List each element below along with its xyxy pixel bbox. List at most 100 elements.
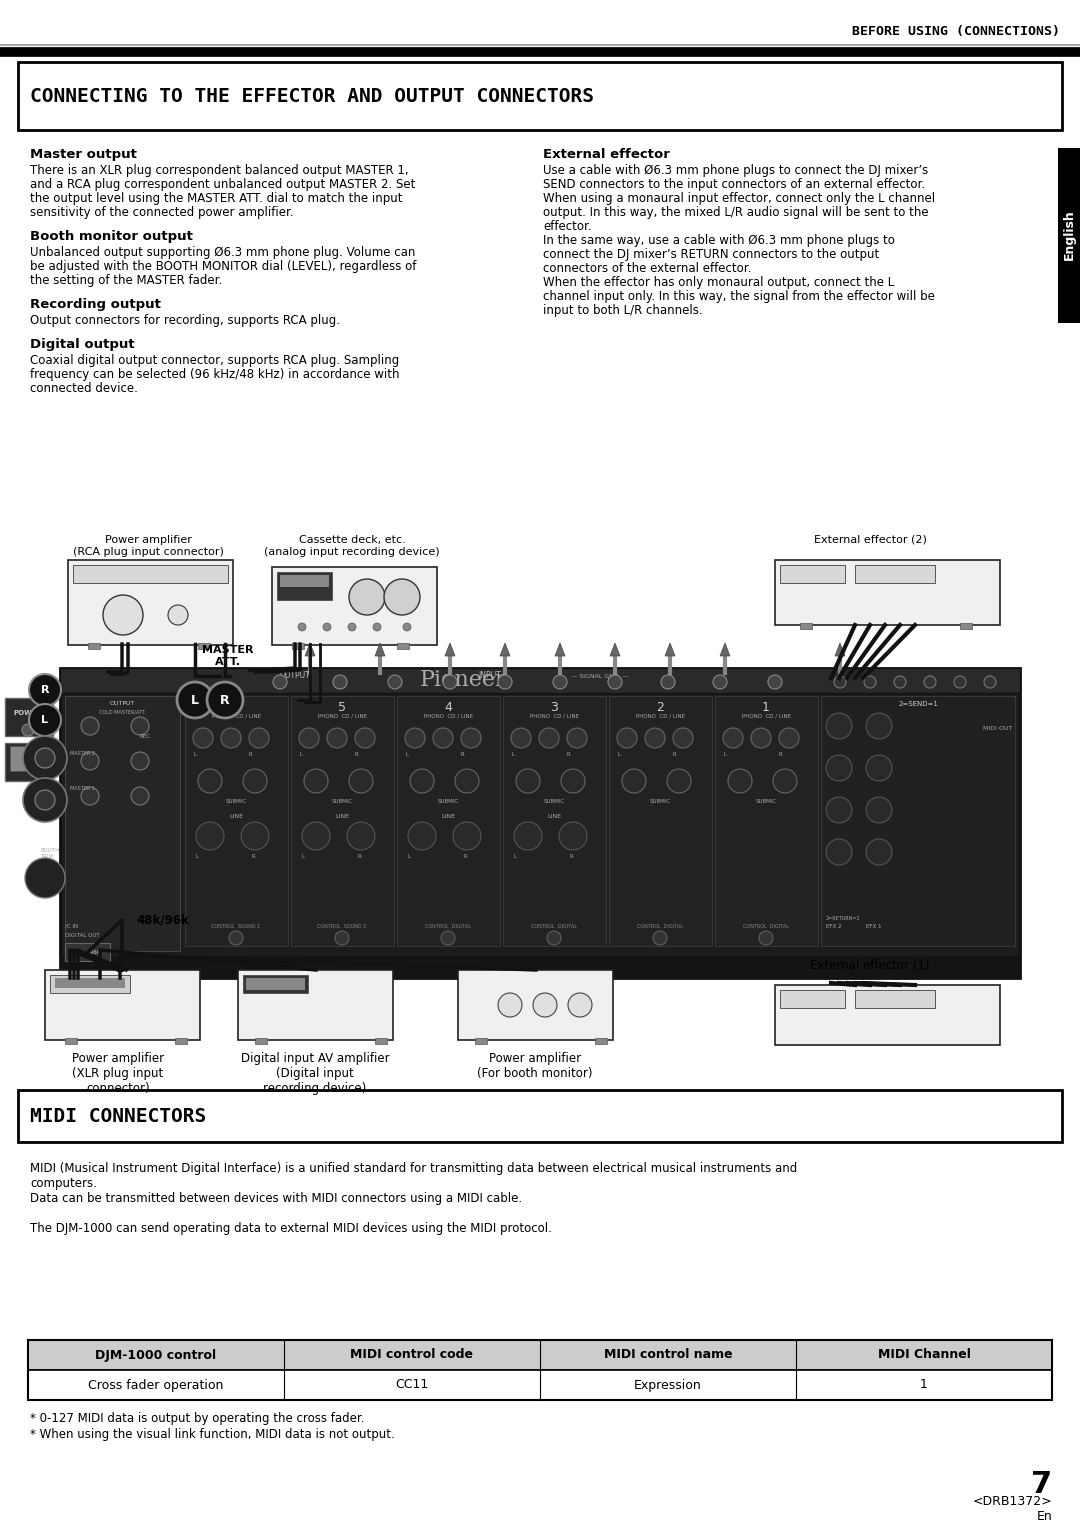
Text: 7: 7 <box>1031 1470 1052 1499</box>
Circle shape <box>453 822 481 850</box>
Circle shape <box>661 675 675 689</box>
Circle shape <box>826 839 852 865</box>
Text: R: R <box>463 854 467 859</box>
Text: Booth monitor output: Booth monitor output <box>30 231 193 243</box>
Bar <box>238 970 393 1041</box>
Text: External effector (2): External effector (2) <box>813 535 927 545</box>
Circle shape <box>81 752 99 770</box>
Text: In the same way, use a cable with Ø6.3 mm phone plugs to: In the same way, use a cable with Ø6.3 m… <box>543 234 895 248</box>
Text: L: L <box>513 854 516 859</box>
Text: POWER: POWER <box>13 711 42 717</box>
Text: /C IN: /C IN <box>65 923 78 927</box>
Text: INPUT: INPUT <box>478 671 501 680</box>
Circle shape <box>81 717 99 735</box>
Text: Pioneer: Pioneer <box>420 669 507 691</box>
Circle shape <box>498 993 522 1018</box>
Text: connectors of the external effector.: connectors of the external effector. <box>543 261 752 275</box>
Text: SEND connectors to the input connectors of an external effector.: SEND connectors to the input connectors … <box>543 177 926 191</box>
Circle shape <box>131 752 149 770</box>
Circle shape <box>168 605 188 625</box>
Bar <box>185 695 288 946</box>
Text: 1: 1 <box>920 1378 928 1392</box>
Circle shape <box>35 790 55 810</box>
Bar <box>28 1371 1052 1400</box>
Circle shape <box>622 769 646 793</box>
Circle shape <box>302 822 330 850</box>
Circle shape <box>723 727 743 749</box>
Text: R: R <box>220 694 230 706</box>
Text: MIDI control code: MIDI control code <box>351 1349 473 1361</box>
Bar <box>60 668 1020 978</box>
Text: CONNECTING TO THE EFFECTOR AND OUTPUT CONNECTORS: CONNECTING TO THE EFFECTOR AND OUTPUT CO… <box>30 87 594 105</box>
Circle shape <box>826 798 852 824</box>
Text: LINE: LINE <box>335 814 349 819</box>
Circle shape <box>388 675 402 689</box>
Circle shape <box>249 727 269 749</box>
Bar <box>28 1340 1052 1371</box>
Circle shape <box>511 727 531 749</box>
Circle shape <box>568 993 592 1018</box>
Text: Recording output: Recording output <box>30 298 161 312</box>
Bar <box>243 975 308 993</box>
Circle shape <box>534 993 557 1018</box>
Circle shape <box>954 675 966 688</box>
Text: L: L <box>724 752 727 756</box>
Circle shape <box>193 727 213 749</box>
Text: MASTER
ATT.: MASTER ATT. <box>202 645 254 666</box>
Text: DJM-1000 control: DJM-1000 control <box>95 1349 217 1361</box>
Circle shape <box>559 822 588 850</box>
Circle shape <box>866 714 892 740</box>
Circle shape <box>773 769 797 793</box>
Circle shape <box>608 675 622 689</box>
Text: MIDI control name: MIDI control name <box>604 1349 732 1361</box>
Text: LINE: LINE <box>546 814 561 819</box>
Text: When using a monaural input effector, connect only the L channel: When using a monaural input effector, co… <box>543 193 935 205</box>
Circle shape <box>298 623 306 631</box>
Bar <box>855 565 935 584</box>
Text: CONTROL  SOUND 2: CONTROL SOUND 2 <box>318 924 366 929</box>
Bar <box>87 643 100 649</box>
Text: Digital input AV amplifier
(Digital input
recording device): Digital input AV amplifier (Digital inpu… <box>241 1051 389 1096</box>
Circle shape <box>728 769 752 793</box>
Bar <box>291 695 394 946</box>
Bar <box>272 567 437 645</box>
Bar <box>198 643 210 649</box>
Text: R: R <box>672 752 676 756</box>
Text: R: R <box>778 752 782 756</box>
Text: BEFORE USING (CONNECTIONS): BEFORE USING (CONNECTIONS) <box>852 24 1059 38</box>
Bar <box>775 559 1000 625</box>
Text: MIDI OUT: MIDI OUT <box>983 726 1012 730</box>
Text: DIGITAL OUT: DIGITAL OUT <box>65 934 99 938</box>
Text: CONTROL  DIGITAL: CONTROL DIGITAL <box>426 924 471 929</box>
Text: be adjusted with the BOOTH MONITOR dial (LEVEL), regardless of: be adjusted with the BOOTH MONITOR dial … <box>30 260 417 274</box>
Text: LINE: LINE <box>229 814 243 819</box>
Circle shape <box>333 675 347 689</box>
Text: the setting of the MASTER fader.: the setting of the MASTER fader. <box>30 274 222 287</box>
Circle shape <box>323 623 330 631</box>
Text: There is an XLR plug correspondent balanced output MASTER 1,: There is an XLR plug correspondent balan… <box>30 163 408 177</box>
Circle shape <box>498 675 512 689</box>
Circle shape <box>514 822 542 850</box>
Polygon shape <box>555 643 565 656</box>
Text: The DJM-1000 can send operating data to external MIDI devices using the MIDI pro: The DJM-1000 can send operating data to … <box>30 1222 552 1235</box>
Polygon shape <box>375 643 384 656</box>
Polygon shape <box>720 643 730 656</box>
Text: PHONO  CD / LINE: PHONO CD / LINE <box>742 714 791 720</box>
Bar <box>375 1038 387 1044</box>
Text: PHONO  CD / LINE: PHONO CD / LINE <box>212 714 260 720</box>
Text: MIDI Channel: MIDI Channel <box>878 1349 971 1361</box>
Circle shape <box>759 931 773 944</box>
Text: sensitivity of the connected power amplifier.: sensitivity of the connected power ampli… <box>30 206 294 219</box>
Circle shape <box>751 727 771 749</box>
Text: 3: 3 <box>550 701 558 714</box>
Bar <box>475 1038 487 1044</box>
Circle shape <box>23 736 67 779</box>
Circle shape <box>779 727 799 749</box>
Circle shape <box>461 727 481 749</box>
Circle shape <box>299 727 319 749</box>
Circle shape <box>567 727 588 749</box>
Circle shape <box>768 675 782 689</box>
Text: En: En <box>1036 1510 1052 1523</box>
Bar <box>45 970 200 1041</box>
Text: 5: 5 <box>338 701 346 714</box>
